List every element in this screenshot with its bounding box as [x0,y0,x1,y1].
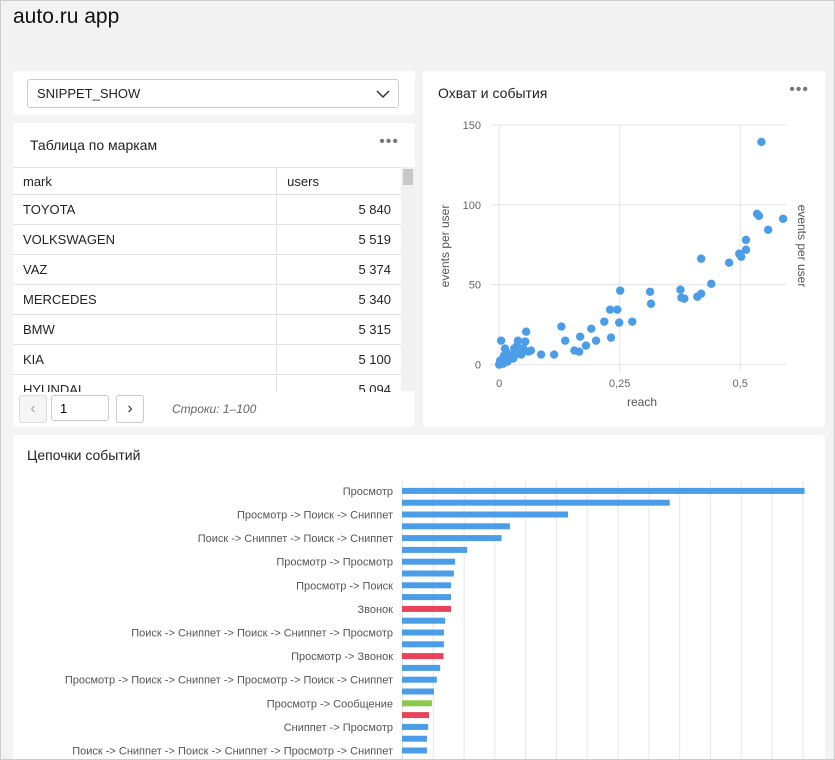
table-cell: 5 340 [276,284,401,315]
table-row: KIA 5 100 [13,344,401,375]
panel-title: Охват и события [438,85,548,101]
select-value: SNIPPET_SHOW [37,86,141,101]
table-cell: TOYOTA [13,194,277,225]
table-cell: 5 100 [276,344,401,375]
table-row: VOLKSWAGEN 5 519 [13,224,401,255]
table-cell: 5 840 [276,194,401,225]
table-cell: VAZ [13,254,277,285]
select[interactable]: SNIPPET_SHOW [27,79,399,108]
menu[interactable]: ••• [789,81,809,98]
table-cell: KIA [13,344,277,375]
panel-title: Цепочки событий [27,447,141,463]
filter-panel: SNIPPET_SHOW [13,71,415,115]
table-row: VAZ 5 374 [13,254,401,285]
grid [402,481,817,759]
scatter-panel: Охват и события ••• [423,71,825,427]
page-title: auto.ru app [13,5,120,28]
table-cell: MERCEDES [13,284,277,315]
column-header: users [276,168,401,195]
table-cell: BMW [13,314,277,345]
table-cell: 5 519 [276,224,401,255]
table-row: TOYOTA 5 840 [13,194,401,225]
table-cell: 5 315 [276,314,401,345]
next-page[interactable]: › [116,395,144,423]
menu[interactable]: ••• [379,133,399,150]
table-cell: VOLKSWAGEN [13,224,277,255]
table-cell: 5 374 [276,254,401,285]
page-input[interactable]: 1 [51,395,109,421]
table-row: HYUNDAI 5 094 [13,374,401,392]
panel-title: Таблица по маркам [30,137,158,153]
table-wrap: mark users TOYOTA 5 840 VOLKSWAGEN 5 519 VAZ 5 … [13,167,401,392]
rows-info: Строки: 1–100 [172,402,257,416]
scrollbar[interactable] [401,167,415,391]
table-row: MERCEDES 5 340 [13,284,401,315]
prev-page[interactable]: ‹ [19,395,47,423]
table-row: BMW 5 315 [13,314,401,345]
chevron [376,90,390,99]
table: mark users TOYOTA 5 840 VOLKSWAGEN 5 519 VAZ 5 … [13,168,401,392]
table-cell: 5 094 [276,374,401,392]
bar-panel: Цепочки событий [13,435,825,759]
column-header: mark [13,168,277,195]
header-row: mark users [13,168,401,195]
table-panel: Таблица по маркам ••• mark users TOYOTA 5 8… [13,123,415,427]
table-cell: HYUNDAI [13,374,277,392]
